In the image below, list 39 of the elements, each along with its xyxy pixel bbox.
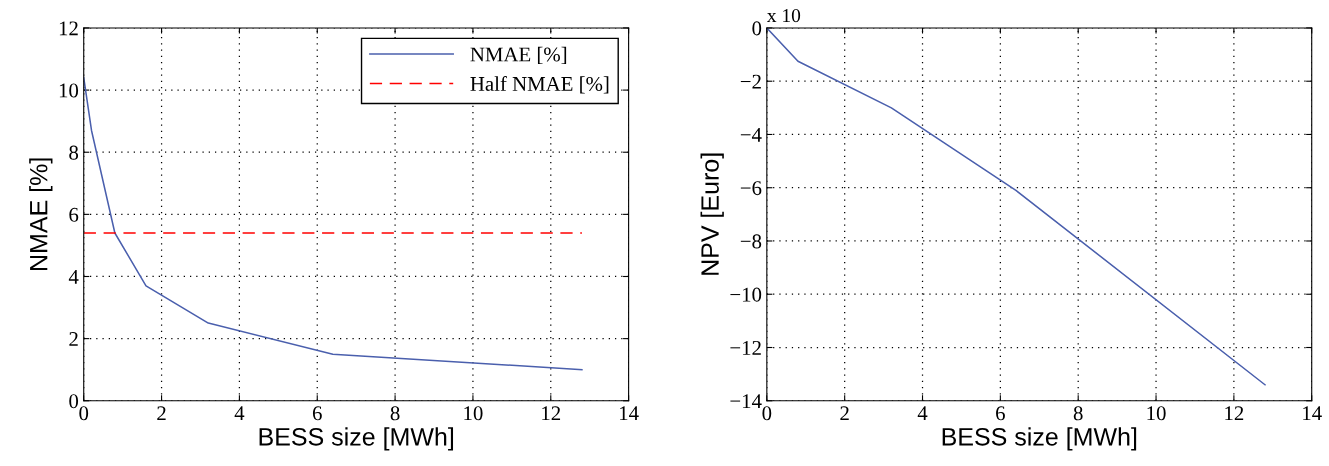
y-tick-label: −6 bbox=[740, 181, 762, 196]
x-tick-label: 2 bbox=[157, 406, 166, 421]
legend-label: NMAE [%] bbox=[470, 46, 567, 65]
y-tick-label: 6 bbox=[69, 207, 79, 222]
x-tick-label: 4 bbox=[917, 406, 928, 421]
y-tick-label: 12 bbox=[59, 21, 78, 36]
y-tick-label: 2 bbox=[69, 332, 78, 346]
x-tick-label: 10 bbox=[464, 406, 483, 421]
x-tick-label: 2 bbox=[840, 406, 849, 421]
x-tick-label: 12 bbox=[1225, 406, 1244, 421]
y-tick-label: −2 bbox=[740, 74, 761, 89]
x-tick-label: 14 bbox=[1303, 406, 1322, 421]
y-tick-label: 10 bbox=[59, 83, 79, 98]
x-axis-title: BESS size [MWh] bbox=[942, 427, 1137, 451]
y-tick-label: −4 bbox=[740, 127, 762, 142]
y-tick-label: 0 bbox=[752, 21, 762, 36]
x-axis-title: BESS size [MWh] bbox=[259, 427, 454, 451]
x-tick-label: 14 bbox=[620, 406, 639, 421]
y-tick-label: 4 bbox=[68, 270, 79, 284]
x-tick-label: 0 bbox=[79, 406, 89, 421]
x-tick-label: 6 bbox=[996, 406, 1005, 421]
x-tick-label: 8 bbox=[390, 406, 400, 421]
x-tick-label: 12 bbox=[542, 406, 561, 421]
y-tick-label: −8 bbox=[740, 234, 762, 249]
y-tick-label: 8 bbox=[69, 145, 79, 160]
y-axis-title: NMAE [%] bbox=[29, 158, 53, 270]
y-tick-label: −14 bbox=[730, 394, 762, 408]
text: x 10 bbox=[767, 9, 801, 23]
y-tick-label: −12 bbox=[730, 340, 761, 355]
y-axis-title: NPV [Euro] bbox=[700, 153, 724, 275]
y-tick-label: −10 bbox=[730, 287, 762, 302]
x-tick-label: 8 bbox=[1073, 406, 1083, 421]
x-tick-label: 4 bbox=[234, 406, 245, 421]
legend-label: Half NMAE [%] bbox=[470, 76, 609, 94]
x-tick-label: 0 bbox=[762, 406, 772, 421]
x-tick-label: 10 bbox=[1147, 406, 1166, 421]
x-tick-label: 6 bbox=[312, 406, 322, 421]
line-series bbox=[766, 27, 1266, 386]
y-tick-label: 0 bbox=[69, 394, 79, 409]
